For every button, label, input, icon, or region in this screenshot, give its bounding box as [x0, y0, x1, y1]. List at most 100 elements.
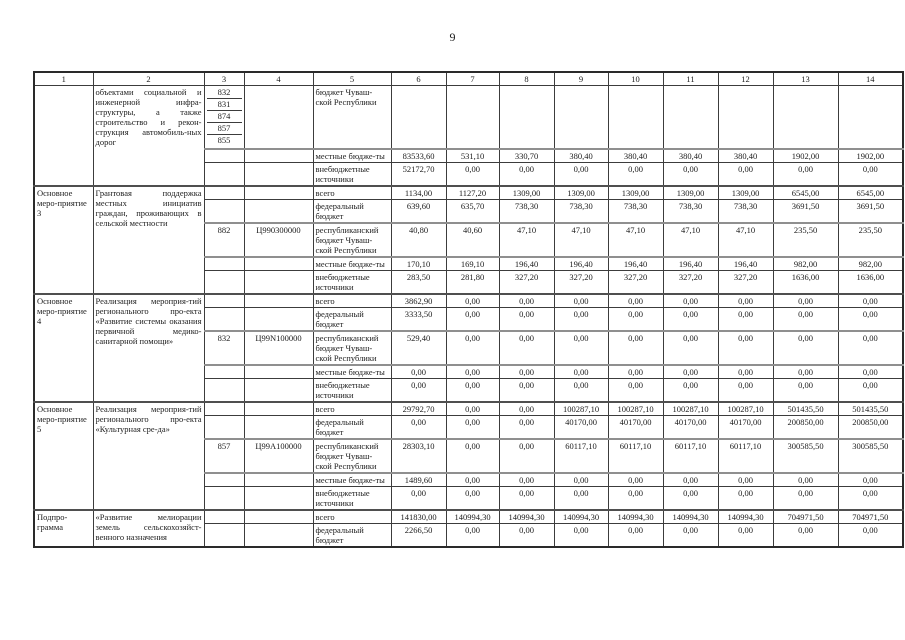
funding-source-cell: местные бюдже-ты: [312, 364, 392, 379]
funding-source-cell: всего: [312, 293, 392, 308]
amount-cell: 0,00: [607, 307, 664, 332]
amount-cell: 327,20: [607, 270, 664, 295]
grbs-code-cell: 857: [206, 123, 242, 135]
amount-cell: [607, 85, 664, 150]
column-header-9: 9: [553, 71, 609, 86]
grbs-code-stack-cell: 832 831 874 857 855: [203, 85, 245, 150]
amount-cell: 6545,00: [772, 185, 839, 200]
amount-cell: 100287,10: [553, 401, 609, 416]
table-row: местные бюдже-ты 0,00 0,00 0,00 0,00 0,00 0,00…: [34, 364, 904, 379]
amount-cell: 0,00: [390, 364, 447, 379]
amount-cell: 0,00: [445, 438, 500, 474]
amount-cell: 0,00: [772, 523, 839, 548]
amount-cell: 0,00: [445, 472, 500, 487]
amount-cell: 3691,50: [772, 199, 839, 224]
amount-cell: 704971,50: [772, 509, 839, 524]
amount-cell: 47,10: [553, 222, 609, 258]
amount-cell: 2266,50: [390, 523, 447, 548]
amount-cell: 0,00: [498, 523, 555, 548]
amount-cell: 0,00: [837, 307, 904, 332]
column-header-5: 5: [312, 71, 392, 86]
table-row: федеральный бюджет 3333,50 0,00 0,00 0,00 0,0…: [34, 307, 904, 332]
table-row: 832 Ц99N100000 республиканский бюджет Чува…: [34, 330, 904, 366]
section-name-cell: [33, 85, 94, 187]
amount-cell: [445, 85, 500, 150]
amount-cell: 0,00: [607, 293, 664, 308]
amount-cell: 0,00: [607, 162, 664, 187]
amount-cell: 6545,00: [837, 185, 904, 200]
amount-cell: 0,00: [662, 486, 719, 511]
amount-cell: 0,00: [662, 293, 719, 308]
table-row: местные бюдже-ты 83533,60 531,10 330,70 380,…: [34, 148, 904, 163]
target-article-code-cell: [243, 162, 314, 187]
target-article-code-cell: [243, 523, 314, 548]
amount-cell: 200850,00: [772, 415, 839, 440]
amount-cell: 1309,00: [498, 185, 555, 200]
table-row: 882 Ц990300000 республиканский бюджет Чува…: [34, 222, 904, 258]
grbs-code-cell: 874: [206, 111, 242, 123]
amount-cell: 0,00: [662, 472, 719, 487]
table-header: 1 2 3 4 5 6 7 8 9 10 11 12 13 14: [33, 71, 904, 86]
amount-cell: 0,00: [837, 472, 904, 487]
amount-cell: [390, 85, 447, 150]
amount-cell: 140994,30: [445, 509, 500, 524]
grbs-code-cell: [203, 256, 245, 271]
amount-cell: 47,10: [498, 222, 555, 258]
section-description-cell: «Развитие мелиорации земель сельскохозяй…: [92, 509, 205, 548]
funding-source-cell: республиканский бюджет Чуваш-ской Респуб…: [312, 330, 392, 366]
funding-source-cell: местные бюдже-ты: [312, 472, 392, 487]
amount-cell: 738,30: [662, 199, 719, 224]
amount-cell: 0,00: [717, 330, 774, 366]
amount-cell: 0,00: [445, 378, 500, 403]
amount-cell: 0,00: [837, 378, 904, 403]
column-header-14: 14: [837, 71, 904, 86]
grbs-code-cell: [203, 472, 245, 487]
target-article-code-cell: [243, 307, 314, 332]
amount-cell: 0,00: [772, 307, 839, 332]
funding-source-cell: всего: [312, 401, 392, 416]
grbs-code-cell: [203, 162, 245, 187]
amount-cell: 169,10: [445, 256, 500, 271]
amount-cell: 47,10: [607, 222, 664, 258]
target-article-code-cell: [243, 85, 314, 150]
amount-cell: 0,00: [445, 364, 500, 379]
amount-cell: 0,00: [390, 486, 447, 511]
amount-cell: 1127,20: [445, 185, 500, 200]
amount-cell: 40170,00: [607, 415, 664, 440]
amount-cell: 60117,10: [717, 438, 774, 474]
amount-cell: 0,00: [772, 162, 839, 187]
amount-cell: 235,50: [772, 222, 839, 258]
grbs-code-cell: [203, 199, 245, 224]
amount-cell: 1309,00: [662, 185, 719, 200]
amount-cell: 327,20: [498, 270, 555, 295]
funding-source-cell: федеральный бюджет: [312, 523, 392, 548]
amount-cell: 639,60: [390, 199, 447, 224]
amount-cell: [772, 85, 839, 150]
column-header-4: 4: [243, 71, 314, 86]
amount-cell: 0,00: [445, 330, 500, 366]
column-header-1: 1: [33, 71, 94, 86]
amount-cell: 0,00: [553, 307, 609, 332]
amount-cell: 0,00: [498, 472, 555, 487]
amount-cell: 0,00: [772, 330, 839, 366]
amount-cell: 0,00: [498, 378, 555, 403]
section-name-cell: Основное меро-приятие 5: [33, 401, 94, 511]
amount-cell: 40170,00: [717, 415, 774, 440]
amount-cell: 196,40: [662, 256, 719, 271]
amount-cell: 0,00: [717, 293, 774, 308]
amount-cell: 327,20: [717, 270, 774, 295]
amount-cell: [662, 85, 719, 150]
amount-cell: 330,70: [498, 148, 555, 163]
amount-cell: 140994,30: [717, 509, 774, 524]
target-article-code-cell: [243, 472, 314, 487]
column-header-11: 11: [662, 71, 719, 86]
target-article-code-cell: [243, 148, 314, 163]
column-header-12: 12: [717, 71, 774, 86]
amount-cell: 0,00: [772, 472, 839, 487]
amount-cell: 0,00: [717, 486, 774, 511]
amount-cell: 0,00: [662, 307, 719, 332]
table-row: Основное меро-приятие 4 Реализация меропр…: [33, 293, 904, 403]
amount-cell: 40170,00: [553, 415, 609, 440]
amount-cell: 0,00: [553, 378, 609, 403]
section-description-cell: Грантовая поддержка местных инициатив гр…: [92, 185, 205, 295]
